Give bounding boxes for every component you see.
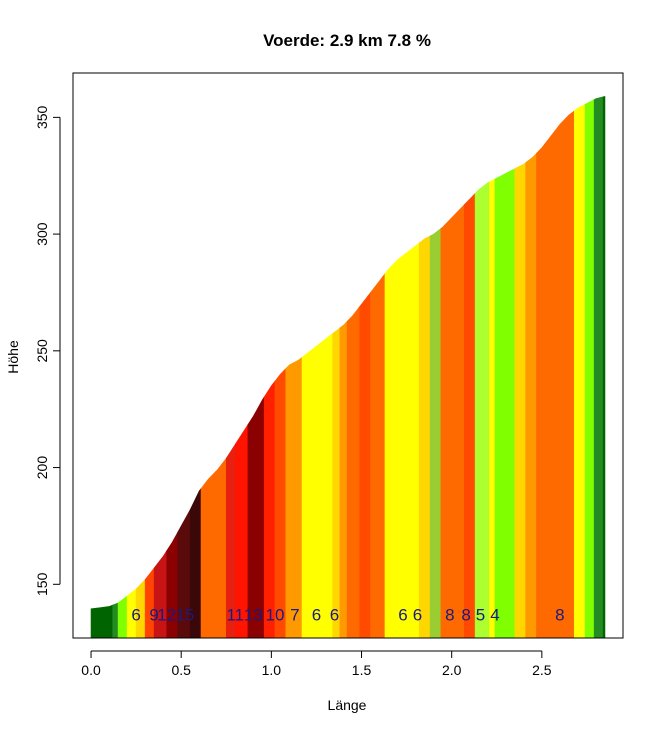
x-tick-label: 1.5 (352, 662, 372, 678)
y-axis-label: Höhe (5, 340, 21, 374)
y-tick-label: 250 (34, 339, 50, 363)
grade-segment-20 (339, 320, 348, 639)
grade-label-3: 15 (175, 606, 194, 625)
grade-segment-17 (285, 356, 303, 639)
grade-segment-34 (536, 110, 575, 639)
plot-frame (72, 72, 624, 639)
x-axis: 0.0 0.5 1.0 1.5 2.0 2.5 (81, 650, 552, 678)
y-tick-label: 150 (34, 572, 50, 596)
grade-segment-37 (593, 96, 604, 639)
y-tick-label: 200 (34, 456, 50, 480)
grade-segment-16 (274, 367, 287, 639)
grade-label-14: 5 (476, 606, 485, 625)
grade-label-4: 11 (226, 606, 244, 625)
y-axis: 150 200 250 300 350 (34, 105, 61, 596)
grade-segment-23 (370, 272, 386, 639)
x-tick-label: 1.0 (262, 662, 282, 678)
grade-label-2: 12 (157, 606, 176, 625)
grade-segment-15 (263, 380, 276, 639)
grade-label-13: 8 (461, 606, 470, 625)
grade-segment-21 (346, 305, 361, 639)
grade-segment-2 (117, 595, 128, 639)
grade-label-12: 8 (445, 606, 454, 625)
x-tick-label: 2.5 (532, 662, 552, 678)
grade-label-7: 7 (290, 606, 299, 625)
grade-label-8: 6 (312, 606, 321, 625)
grade-segment-31 (494, 168, 516, 639)
grade-segment-6 (153, 549, 168, 639)
grade-label-0: 6 (131, 606, 140, 625)
x-tick-label: 0.0 (81, 662, 101, 678)
grade-label-6: 10 (266, 606, 285, 625)
grade-segment-14 (247, 396, 265, 639)
grade-segment-24 (384, 242, 420, 639)
grade-label-1: 9 (149, 606, 158, 625)
grade-segment-25 (418, 235, 431, 639)
grade-label-9: 6 (330, 606, 339, 625)
x-tick-label: 2.0 (442, 662, 462, 678)
grade-segment-0 (90, 604, 113, 639)
y-tick-label: 350 (34, 105, 50, 129)
grade-segment-5 (144, 567, 155, 639)
x-tick-label: 0.5 (171, 662, 191, 678)
chart-title: Voerde: 2.9 km 7.8 % (263, 31, 431, 50)
grade-segment-26 (429, 227, 442, 639)
grade-segment-28 (464, 192, 476, 639)
grade-segment-30 (489, 178, 496, 639)
grade-segments (90, 95, 606, 639)
grade-segment-11 (215, 457, 227, 639)
grade-segment-19 (332, 327, 341, 639)
grade-labels: 6 912 15 11 13 10 7 6 6 6 6 8 8 5 4 8 (131, 606, 564, 625)
grade-segment-10 (200, 471, 216, 639)
y-tick-label: 300 (34, 222, 50, 246)
grade-label-15: 4 (490, 606, 499, 625)
grade-segment-36 (584, 99, 595, 639)
grade-label-11: 6 (413, 606, 422, 625)
grade-segment-29 (474, 181, 490, 639)
grade-segment-22 (359, 291, 371, 639)
grade-segment-27 (440, 203, 465, 639)
grade-segment-33 (525, 152, 537, 639)
grade-segment-35 (574, 103, 586, 639)
grade-label-5: 13 (244, 606, 263, 625)
grade-label-10: 6 (398, 606, 407, 625)
grade-label-16: 8 (555, 606, 564, 625)
grade-segment-18 (301, 332, 333, 639)
x-axis-label: Länge (328, 697, 367, 713)
grade-segment-32 (514, 162, 526, 639)
grade-segment-1 (112, 602, 119, 639)
grade-segment-38 (602, 95, 606, 639)
